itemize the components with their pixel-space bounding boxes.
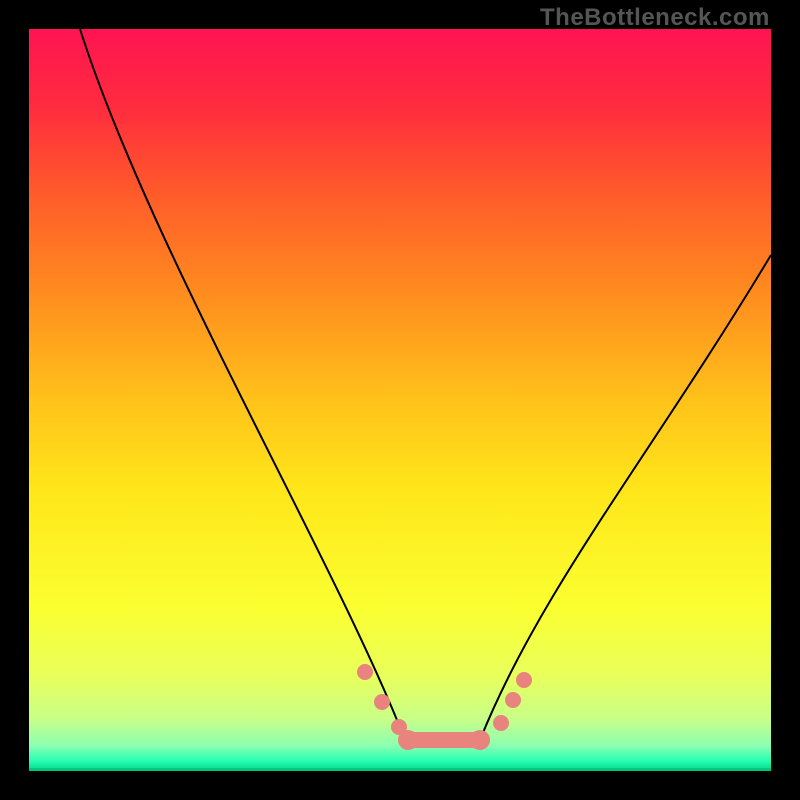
valley-flat-marker xyxy=(408,732,480,748)
curve-marker-dot xyxy=(493,715,509,731)
curve-marker-dot xyxy=(357,664,373,680)
bottom-green-bar xyxy=(29,768,771,771)
curve-marker-dot xyxy=(516,672,532,688)
watermark-text: TheBottleneck.com xyxy=(540,4,770,32)
curve-marker-dot xyxy=(505,692,521,708)
valley-flat-cap xyxy=(398,730,418,750)
chart-svg xyxy=(0,0,800,800)
valley-flat-cap xyxy=(470,730,490,750)
curve-marker-dot xyxy=(374,694,390,710)
gradient-background xyxy=(29,29,771,771)
chart-frame: TheBottleneck.com xyxy=(0,0,800,800)
